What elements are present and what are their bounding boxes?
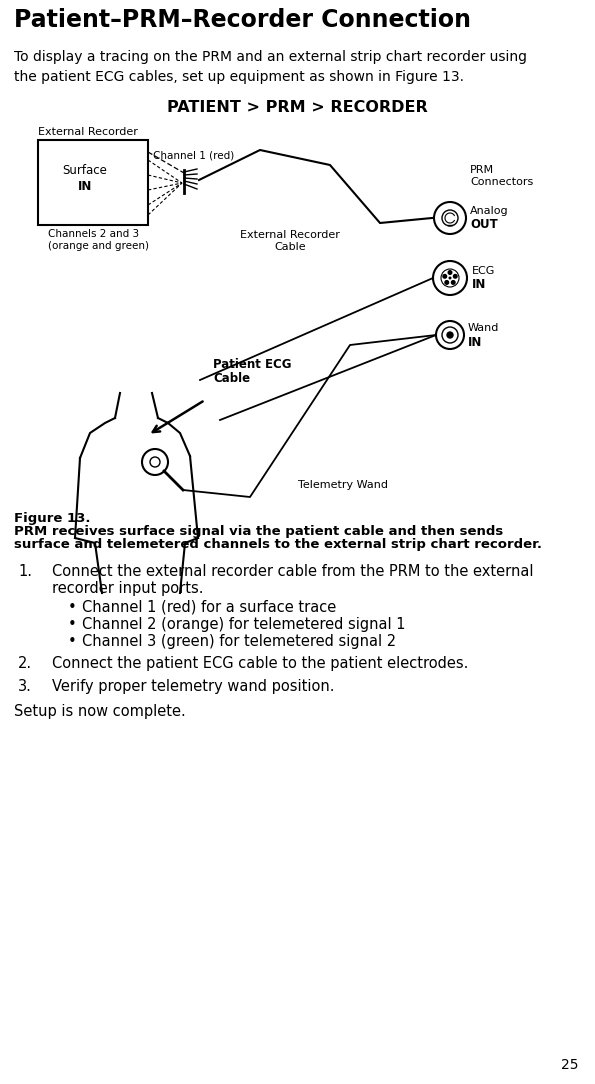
- Text: 25: 25: [562, 1058, 579, 1072]
- Circle shape: [447, 332, 453, 338]
- Text: Surface: Surface: [62, 164, 108, 177]
- Text: Channels 2 and 3: Channels 2 and 3: [48, 229, 139, 238]
- Text: (orange and green): (orange and green): [48, 241, 149, 251]
- Text: Analog: Analog: [470, 206, 509, 216]
- Text: Channel 1 (red): Channel 1 (red): [153, 150, 234, 160]
- Text: External Recorder: External Recorder: [240, 230, 340, 240]
- Bar: [38, 140, 148, 225]
- Text: PRM receives surface signal via the patient cable and then sends: PRM receives surface signal via the pati…: [14, 525, 503, 538]
- Circle shape: [453, 274, 457, 279]
- Text: ECG: ECG: [472, 266, 496, 276]
- Text: Patient–PRM–Recorder Connection: Patient–PRM–Recorder Connection: [14, 8, 471, 33]
- Text: IN: IN: [78, 180, 92, 193]
- Text: IN: IN: [468, 336, 483, 348]
- Text: PRM: PRM: [470, 165, 494, 175]
- Circle shape: [452, 281, 455, 284]
- Text: •: •: [68, 634, 77, 649]
- Text: Channel 2 (orange) for telemetered signal 1: Channel 2 (orange) for telemetered signa…: [82, 617, 406, 632]
- Text: Cable: Cable: [213, 372, 250, 385]
- Text: Telemetry Wand: Telemetry Wand: [298, 480, 388, 490]
- Text: PATIENT > PRM > RECORDER: PATIENT > PRM > RECORDER: [167, 100, 427, 115]
- Circle shape: [448, 271, 452, 274]
- Circle shape: [445, 281, 449, 284]
- Text: IN: IN: [472, 279, 486, 292]
- Text: To display a tracing on the PRM and an external strip chart recorder using
the p: To display a tracing on the PRM and an e…: [14, 50, 527, 83]
- Text: Channel 3 (green) for telemetered signal 2: Channel 3 (green) for telemetered signal…: [82, 634, 396, 649]
- Text: Wand: Wand: [468, 323, 499, 333]
- Text: Cable: Cable: [274, 242, 306, 251]
- Text: recorder input ports.: recorder input ports.: [52, 581, 203, 596]
- Text: •: •: [68, 617, 77, 632]
- Text: External Recorder: External Recorder: [38, 127, 138, 137]
- Text: Channel 1 (red) for a surface trace: Channel 1 (red) for a surface trace: [82, 601, 336, 615]
- Text: Connectors: Connectors: [470, 177, 533, 188]
- Text: •: •: [68, 601, 77, 615]
- Text: Connect the patient ECG cable to the patient electrodes.: Connect the patient ECG cable to the pat…: [52, 656, 468, 671]
- Circle shape: [443, 274, 447, 279]
- Text: Connect the external recorder cable from the PRM to the external: Connect the external recorder cable from…: [52, 564, 534, 579]
- Text: Verify proper telemetry wand position.: Verify proper telemetry wand position.: [52, 679, 334, 694]
- Text: surface and telemetered channels to the external strip chart recorder.: surface and telemetered channels to the …: [14, 538, 542, 551]
- Text: Figure 13.: Figure 13.: [14, 512, 95, 525]
- Text: Setup is now complete.: Setup is now complete.: [14, 704, 186, 719]
- Text: Patient ECG: Patient ECG: [213, 358, 292, 371]
- Text: 1.: 1.: [18, 564, 32, 579]
- Text: 2.: 2.: [18, 656, 32, 671]
- Circle shape: [449, 276, 452, 280]
- Text: 3.: 3.: [18, 679, 32, 694]
- Text: OUT: OUT: [470, 219, 498, 232]
